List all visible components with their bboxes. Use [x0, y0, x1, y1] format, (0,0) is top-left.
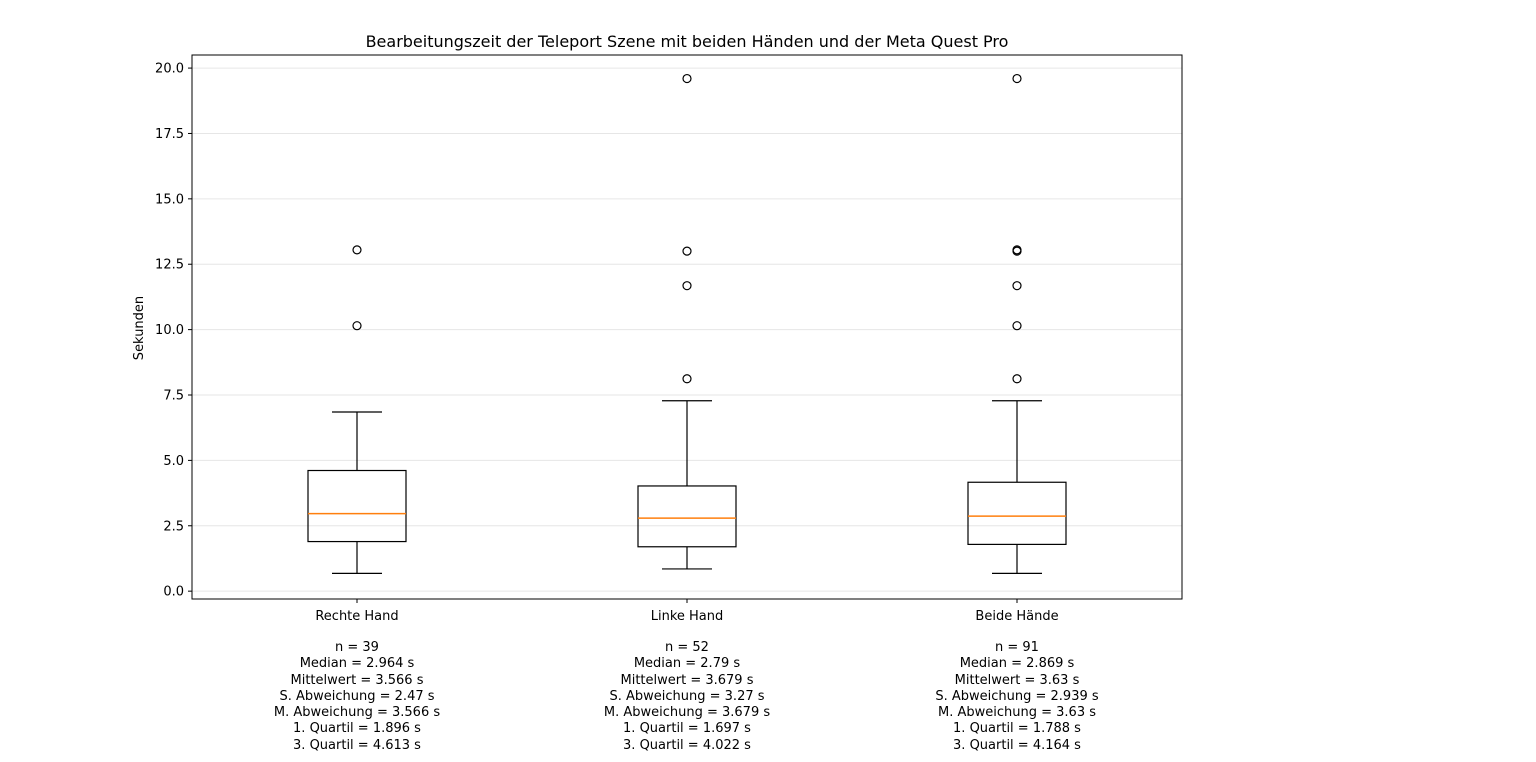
stats-line: M. Abweichung = 3.679 s: [603, 705, 771, 721]
box-group: [307, 245, 407, 574]
box-group: [637, 73, 737, 570]
stats-line: Mittelwert = 3.679 s: [620, 672, 754, 688]
boxes-layer: [307, 73, 1067, 574]
outlier-point: [1012, 321, 1022, 331]
stats-line: M. Abweichung = 3.63 s: [938, 705, 1096, 721]
outlier-point: [1012, 245, 1022, 255]
box-group: [967, 73, 1067, 574]
iqr-box: [637, 485, 737, 548]
plot-frame: [191, 54, 1183, 600]
y-axis-label: Sekunden: [132, 296, 147, 360]
y-tick-label: 0.0: [163, 585, 184, 600]
outlier-point: [1012, 374, 1022, 384]
outlier-point: [682, 73, 692, 84]
y-tick-label: 15.0: [155, 192, 184, 207]
outlier-point: [352, 321, 362, 331]
outlier-point: [682, 374, 692, 384]
x-tick-label: Rechte Hand: [315, 609, 398, 624]
x-tick-label: Linke Hand: [651, 609, 724, 624]
stats-line: Median = 2.869 s: [959, 656, 1075, 672]
outlier-point: [682, 246, 692, 256]
stats-line: S. Abweichung = 3.27 s: [609, 688, 765, 704]
outlier-point: [682, 281, 692, 291]
y-tick-label: 7.5: [163, 389, 184, 404]
stats-line: 3. Quartil = 4.164 s: [953, 737, 1081, 753]
stats-line: 1. Quartil = 1.896 s: [293, 721, 421, 737]
stats-line: Median = 2.79 s: [633, 656, 741, 672]
stats-line: 3. Quartil = 4.613 s: [293, 737, 421, 753]
stats-line: 3. Quartil = 4.022 s: [623, 737, 751, 753]
iqr-box: [307, 469, 407, 543]
stats-block: n = 39 Median = 2.964 s Mittelwert = 3.566…: [227, 640, 487, 754]
stats-line: 1. Quartil = 1.788 s: [953, 721, 1081, 737]
stats-line: S. Abweichung = 2.939 s: [935, 688, 1099, 704]
stats-block: n = 52 Median = 2.79 s Mittelwert = 3.679 …: [557, 640, 817, 754]
iqr-box: [967, 481, 1067, 545]
y-tick-label: 20.0: [155, 62, 184, 77]
stats-line: n = 91: [995, 640, 1039, 655]
stats-line: Mittelwert = 3.63 s: [954, 672, 1080, 688]
outlier-point: [1012, 73, 1022, 84]
stats-line: Mittelwert = 3.566 s: [290, 672, 424, 688]
x-tick-label: Beide Hände: [975, 609, 1058, 624]
stats-line: 1. Quartil = 1.697 s: [623, 721, 751, 737]
stats-line: n = 52: [665, 640, 709, 655]
stats-line: n = 39: [335, 640, 379, 655]
y-tick-label: 2.5: [163, 519, 184, 534]
stats-line: M. Abweichung = 3.566 s: [273, 705, 441, 721]
grid-lines: [192, 67, 1182, 592]
y-tick-label: 10.0: [155, 323, 184, 338]
stats-line: Median = 2.964 s: [299, 656, 415, 672]
y-tick-label: 17.5: [155, 127, 184, 142]
axes-layer: 0.0 2.5 5.0 7.5 10.0 12.5 15.0 17.5 20.0 Rechte H…: [155, 54, 1183, 624]
outlier-point: [1012, 281, 1022, 291]
chart-title: Bearbeitungszeit der Teleport Szene mit …: [366, 32, 1009, 51]
y-tick-label: 5.0: [163, 454, 184, 469]
stats-block: n = 91 Median = 2.869 s Mittelwert = 3.63 …: [887, 640, 1147, 754]
outlier-point: [352, 245, 362, 255]
stats-line: S. Abweichung = 2.47 s: [279, 688, 435, 704]
y-tick-label: 12.5: [155, 258, 184, 273]
